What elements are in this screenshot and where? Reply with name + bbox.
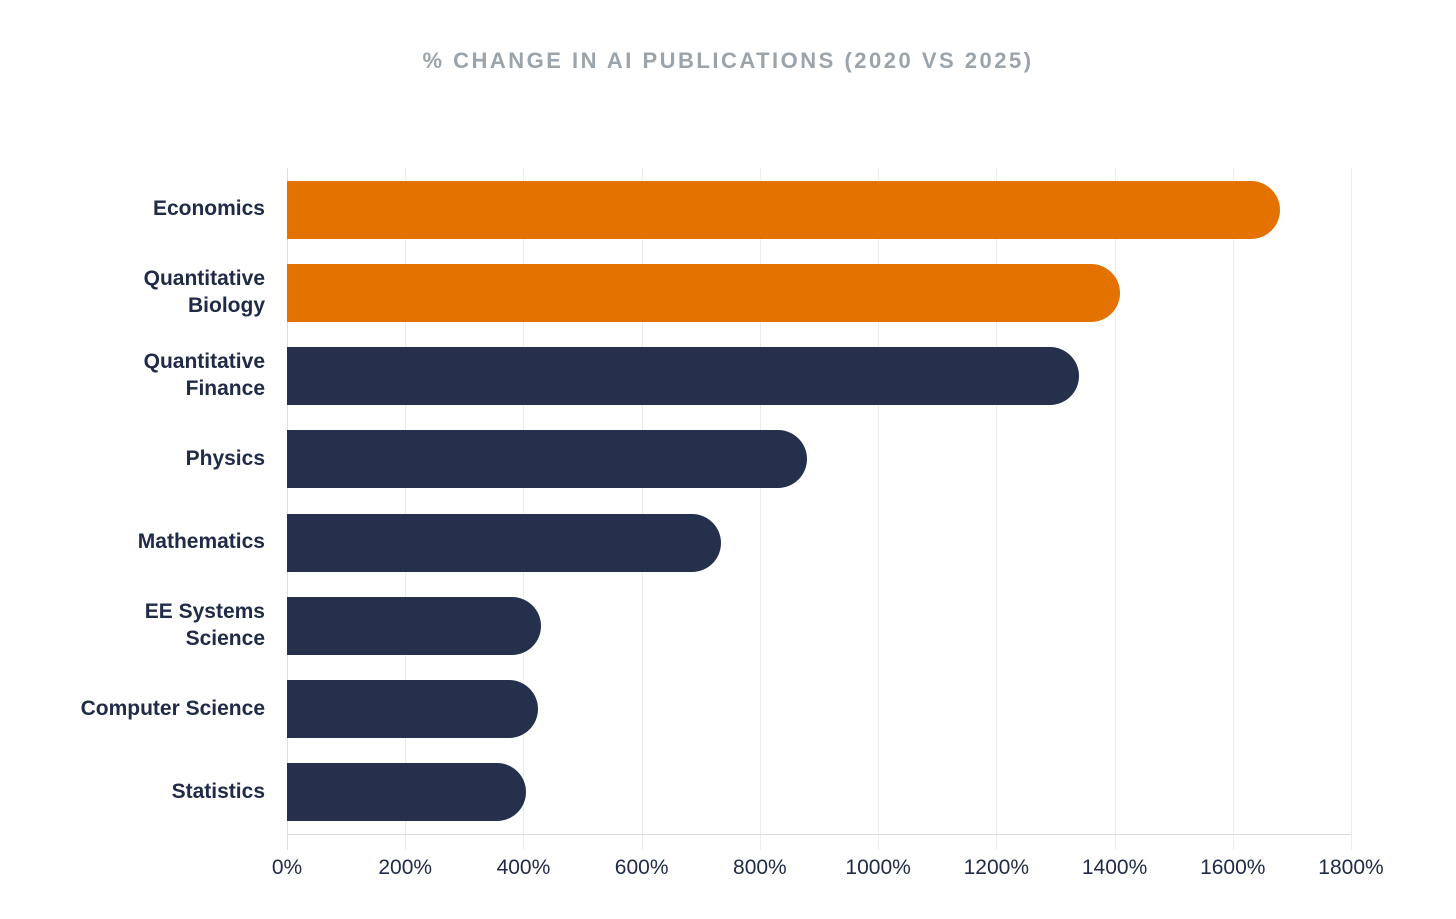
category-label: Statistics: [171, 780, 265, 804]
category-label: Computer Science: [80, 696, 265, 720]
bar-row: [287, 168, 1351, 251]
gridline: [996, 168, 998, 850]
bar-row: [287, 418, 1351, 501]
bar-row: [287, 751, 1351, 834]
bar: [287, 680, 539, 739]
gridline: [1351, 168, 1352, 850]
bar: [287, 180, 1281, 239]
gridline: [878, 168, 880, 850]
category-axis: Economics Quantitative Biology Quantitativ…: [0, 168, 265, 834]
gridline: [1232, 168, 1234, 850]
gridline: [641, 168, 643, 850]
bar-row: [287, 668, 1351, 751]
gridline: [759, 168, 761, 850]
x-tick-label: 400%: [496, 856, 551, 879]
category-label: Mathematics: [137, 530, 265, 554]
bar-rows: [287, 168, 1351, 834]
bar-row: [287, 335, 1351, 418]
bar: [287, 430, 808, 489]
y-axis-line: [287, 168, 288, 850]
chart-title: % CHANGE IN AI PUBLICATIONS (2020 VS 202…: [422, 48, 1034, 73]
x-tick-label: 200%: [378, 856, 433, 879]
bar: [287, 263, 1121, 322]
bar: [287, 347, 1080, 406]
bar: [287, 763, 527, 822]
bar: [287, 596, 542, 655]
x-axis-tick-labels: 0% 200% 400% 600% 800% 1000% 1200% 1400% 1600% 18…: [272, 856, 1384, 886]
bar-row: [287, 501, 1351, 584]
category-label: EE Systems Science: [144, 600, 265, 650]
category-label: Quantitative Finance: [143, 350, 265, 401]
gridline: [523, 168, 525, 850]
x-tick-label: 1600%: [1200, 856, 1266, 879]
x-tick-label: 1200%: [963, 856, 1030, 879]
bar-row: [287, 251, 1351, 334]
x-tick-label: 0%: [271, 856, 303, 879]
category-label: Physics: [185, 447, 265, 471]
x-tick-label: 600%: [614, 856, 669, 879]
x-tick-label: 1800%: [1318, 856, 1384, 879]
x-axis-line: [287, 834, 1351, 835]
bar: [287, 513, 722, 572]
plot-area: [287, 168, 1352, 850]
bar-row: [287, 584, 1351, 667]
gridline: [1114, 168, 1116, 850]
category-label: Quantitative Biology: [143, 267, 265, 317]
x-tick-label: 1400%: [1081, 856, 1148, 879]
category-label: Economics: [152, 197, 265, 221]
gridline: [405, 168, 407, 850]
x-tick-label: 800%: [733, 856, 787, 879]
x-tick-label: 1000%: [845, 856, 911, 879]
